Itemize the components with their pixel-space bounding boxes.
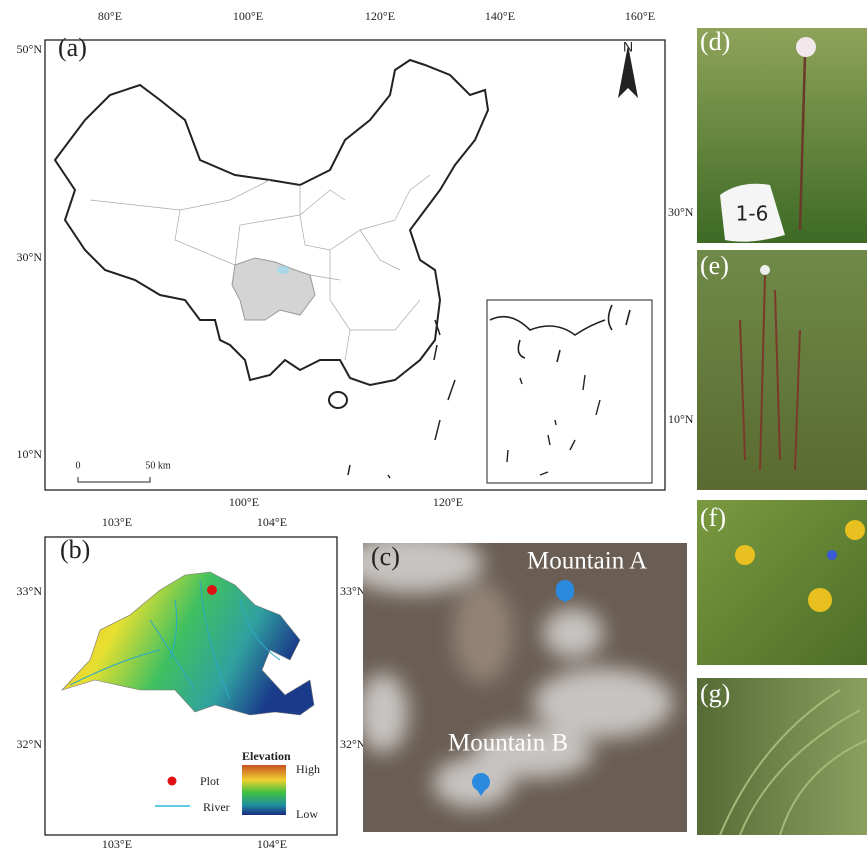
- panel-label: (d): [700, 27, 730, 56]
- panel-label: (f): [700, 503, 726, 532]
- tick-label: 104°E: [257, 515, 287, 529]
- panel-label: (c): [371, 542, 400, 571]
- flower: [845, 520, 865, 540]
- lake: [277, 266, 289, 274]
- tick-label: 104°E: [257, 837, 287, 851]
- flower: [735, 545, 755, 565]
- marker-label: Mountain A: [527, 548, 647, 575]
- inset-frame: [487, 300, 652, 483]
- tick-label: 100°E: [233, 9, 263, 23]
- tick-label: 33°N: [17, 584, 43, 598]
- tick-label: 33°N: [340, 584, 366, 598]
- tick-label: 10°N: [17, 447, 43, 461]
- tick-label: 103°E: [102, 515, 132, 529]
- tick-label: 100°E: [229, 495, 259, 509]
- legend-label: High: [296, 762, 320, 776]
- panel-label: (a): [58, 33, 87, 62]
- tick-label: 10°N: [668, 412, 694, 426]
- tag-text: 1-6: [736, 202, 769, 226]
- legend-label: Low: [296, 807, 318, 821]
- marker-label: Mountain B: [448, 730, 568, 757]
- scale-label: 0: [76, 460, 81, 471]
- north-label: N: [623, 39, 633, 55]
- tick-label: 32°N: [340, 737, 366, 751]
- tick-label: 30°N: [17, 250, 43, 264]
- flower: [760, 265, 770, 275]
- flower: [796, 37, 816, 57]
- flower: [808, 588, 832, 612]
- tick-label: 140°E: [485, 9, 515, 23]
- legend-plot: [168, 777, 177, 786]
- plot-point: [207, 585, 217, 595]
- tick-label: 30°N: [668, 205, 694, 219]
- tick-label: 120°E: [433, 495, 463, 509]
- legend-title: Elevation: [242, 749, 291, 763]
- tick-label: 50°N: [17, 42, 43, 56]
- legend-label: River: [203, 800, 230, 814]
- hainan: [329, 392, 347, 408]
- legend-label: Plot: [200, 774, 220, 788]
- panel-c: Mountain A Mountain B (c): [343, 533, 687, 832]
- panel-label: (e): [700, 251, 729, 280]
- panel-label: (b): [60, 535, 90, 564]
- tick-label: 120°E: [365, 9, 395, 23]
- photo-e: [697, 250, 867, 490]
- flower: [827, 550, 837, 560]
- body: N 0 50 km (a) 80°E 100°E 120°E 140°E 160…: [0, 0, 867, 852]
- scale-label: 50 km: [145, 460, 171, 471]
- legend-ramp: [242, 765, 286, 815]
- panel-label: (g): [700, 679, 730, 708]
- tick-label: 32°N: [17, 737, 43, 751]
- tick-label: 160°E: [625, 9, 655, 23]
- figure: N 0 50 km (a) 80°E 100°E 120°E 140°E 160…: [0, 0, 867, 852]
- page: {"panels":{ "a":{"label":"(a)","top_tick…: [0, 0, 867, 852]
- tick-label: 80°E: [98, 9, 122, 23]
- tick-label: 103°E: [102, 837, 132, 851]
